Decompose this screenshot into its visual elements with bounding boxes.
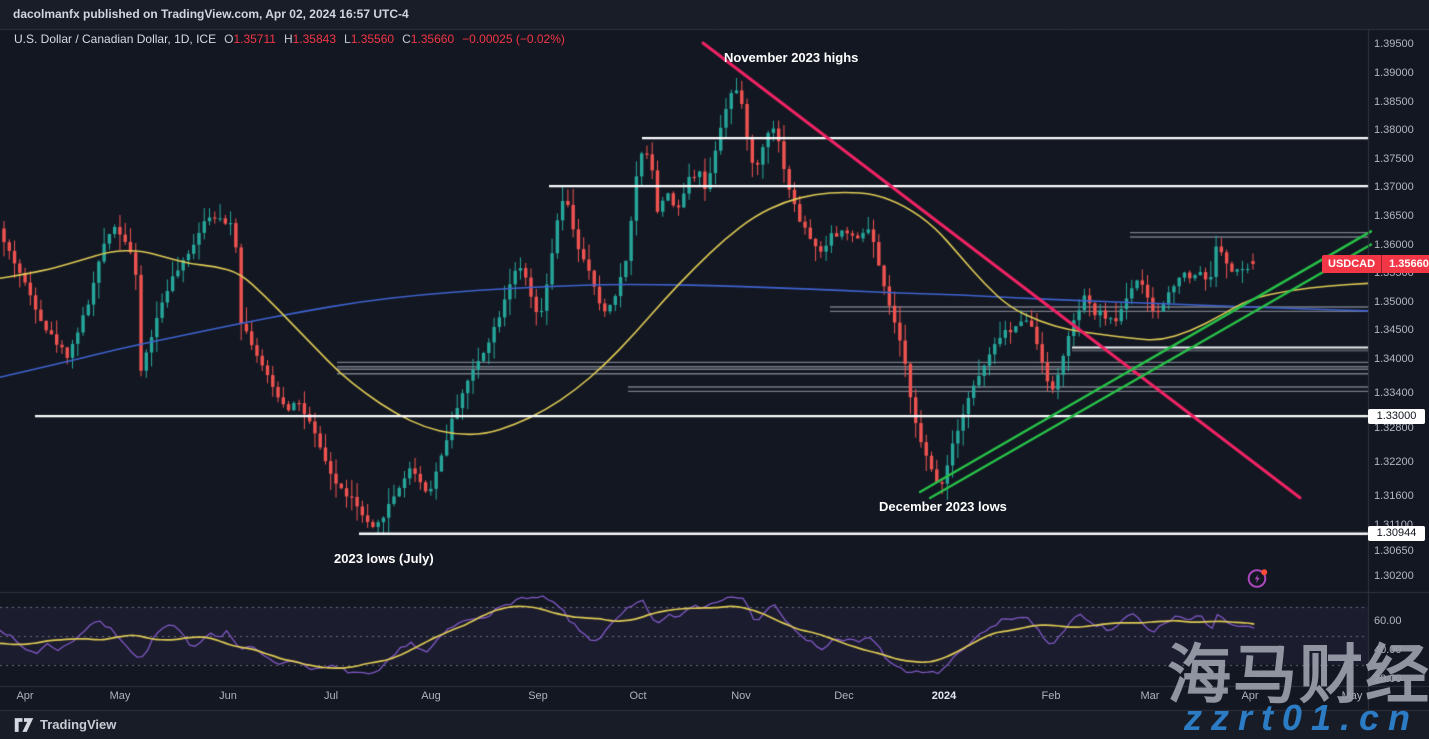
ohlc-label: H [283,32,293,46]
time-axis-label[interactable]: Nov [731,690,751,702]
ohlc-label: O [224,32,234,46]
time-axis-label[interactable]: Jun [219,690,237,702]
symbol-title[interactable]: U.S. Dollar / Canadian Dollar, 1D, ICE [14,32,217,46]
price-tick[interactable]: 1.38000 [1374,124,1414,137]
ohlc-label: C [402,32,411,46]
price-tick[interactable]: 1.30200 [1374,570,1414,583]
price-tick[interactable]: 1.34500 [1374,324,1414,337]
time-axis-label[interactable]: 2024 [931,690,957,702]
time-axis-label[interactable]: Feb [1041,690,1061,702]
tradingview-brand[interactable]: TradingView [40,717,117,732]
time-axis-label[interactable]: Aug [421,690,441,702]
rsi-tick[interactable]: 40.00 [1374,644,1402,656]
footer-bar: TradingView [0,711,1429,739]
rsi-tick[interactable]: 60.00 [1374,615,1402,627]
price-level-label: 1.33000 [1368,408,1425,424]
annotation-december-2023-lows: December 2023 lows [879,499,1007,514]
price-tick[interactable]: 1.39000 [1374,66,1414,79]
last-price-symbol: USDCAD [1322,254,1383,273]
time-axis-label[interactable]: May [109,690,131,702]
time-axis-label[interactable]: Apr [1241,690,1259,702]
ohlc-label: L [344,32,351,46]
time-axis-label[interactable]: Mar [1140,690,1160,702]
rsi-tick[interactable]: 20.00 [1374,673,1402,685]
ohlc-value: 1.35711 [233,32,276,46]
time-axis-label[interactable]: Jul [323,690,339,702]
time-axis-label[interactable]: May [1341,690,1363,702]
watermark-site: zzrt01.cn [1183,697,1419,738]
price-level-label: 1.30944 [1368,526,1425,542]
price-tick[interactable]: 1.36000 [1374,238,1414,251]
price-tick[interactable]: 1.34000 [1374,352,1414,365]
time-axis-label[interactable]: Apr [16,690,34,702]
time-axis-label[interactable]: Sep [528,690,548,702]
watermark-cjk: 海马财经 [1167,639,1429,711]
tradingview-logo-icon[interactable] [14,717,34,733]
published-info: dacolmanfx published on TradingView.com,… [13,7,409,21]
symbol-header: U.S. Dollar / Canadian Dollar, 1D, ICE O1… [14,31,565,47]
price-tick[interactable]: 1.37500 [1374,152,1414,165]
flash-icon[interactable] [1246,566,1270,590]
price-tick[interactable]: 1.36500 [1374,209,1414,222]
price-tick[interactable]: 1.32200 [1374,455,1414,468]
ohlc-value: 1.35660 [410,32,455,46]
last-price-value: 1.35660 [1389,257,1429,270]
price-tick[interactable]: 1.31600 [1374,490,1414,503]
price-tick[interactable]: 1.32800 [1374,421,1414,434]
price-tick[interactable]: 1.38500 [1374,95,1414,108]
time-axis-label[interactable]: Oct [629,690,647,702]
ohlc-value: 1.35560 [350,32,395,46]
last-price-tag: USDCAD 1.35660 [1322,254,1429,273]
annotation-2023-lows-july: 2023 lows (July) [334,551,434,566]
price-tick[interactable]: 1.37000 [1374,181,1414,194]
ohlc-strip: O1.35711 H1.35843 L1.35560 C1.35660 [216,32,454,46]
annotation-november-2023-highs: November 2023 highs [724,50,859,65]
price-tick[interactable]: 1.30650 [1374,544,1414,557]
price-tick[interactable]: 1.39500 [1374,38,1414,51]
price-tick[interactable]: 1.35000 [1374,295,1414,308]
price-tick[interactable]: 1.33400 [1374,387,1414,400]
ohlc-value: 1.35843 [292,32,336,46]
change-value: −0.00025 (−0.02%) [462,32,565,46]
time-axis-label[interactable]: Dec [834,690,854,702]
